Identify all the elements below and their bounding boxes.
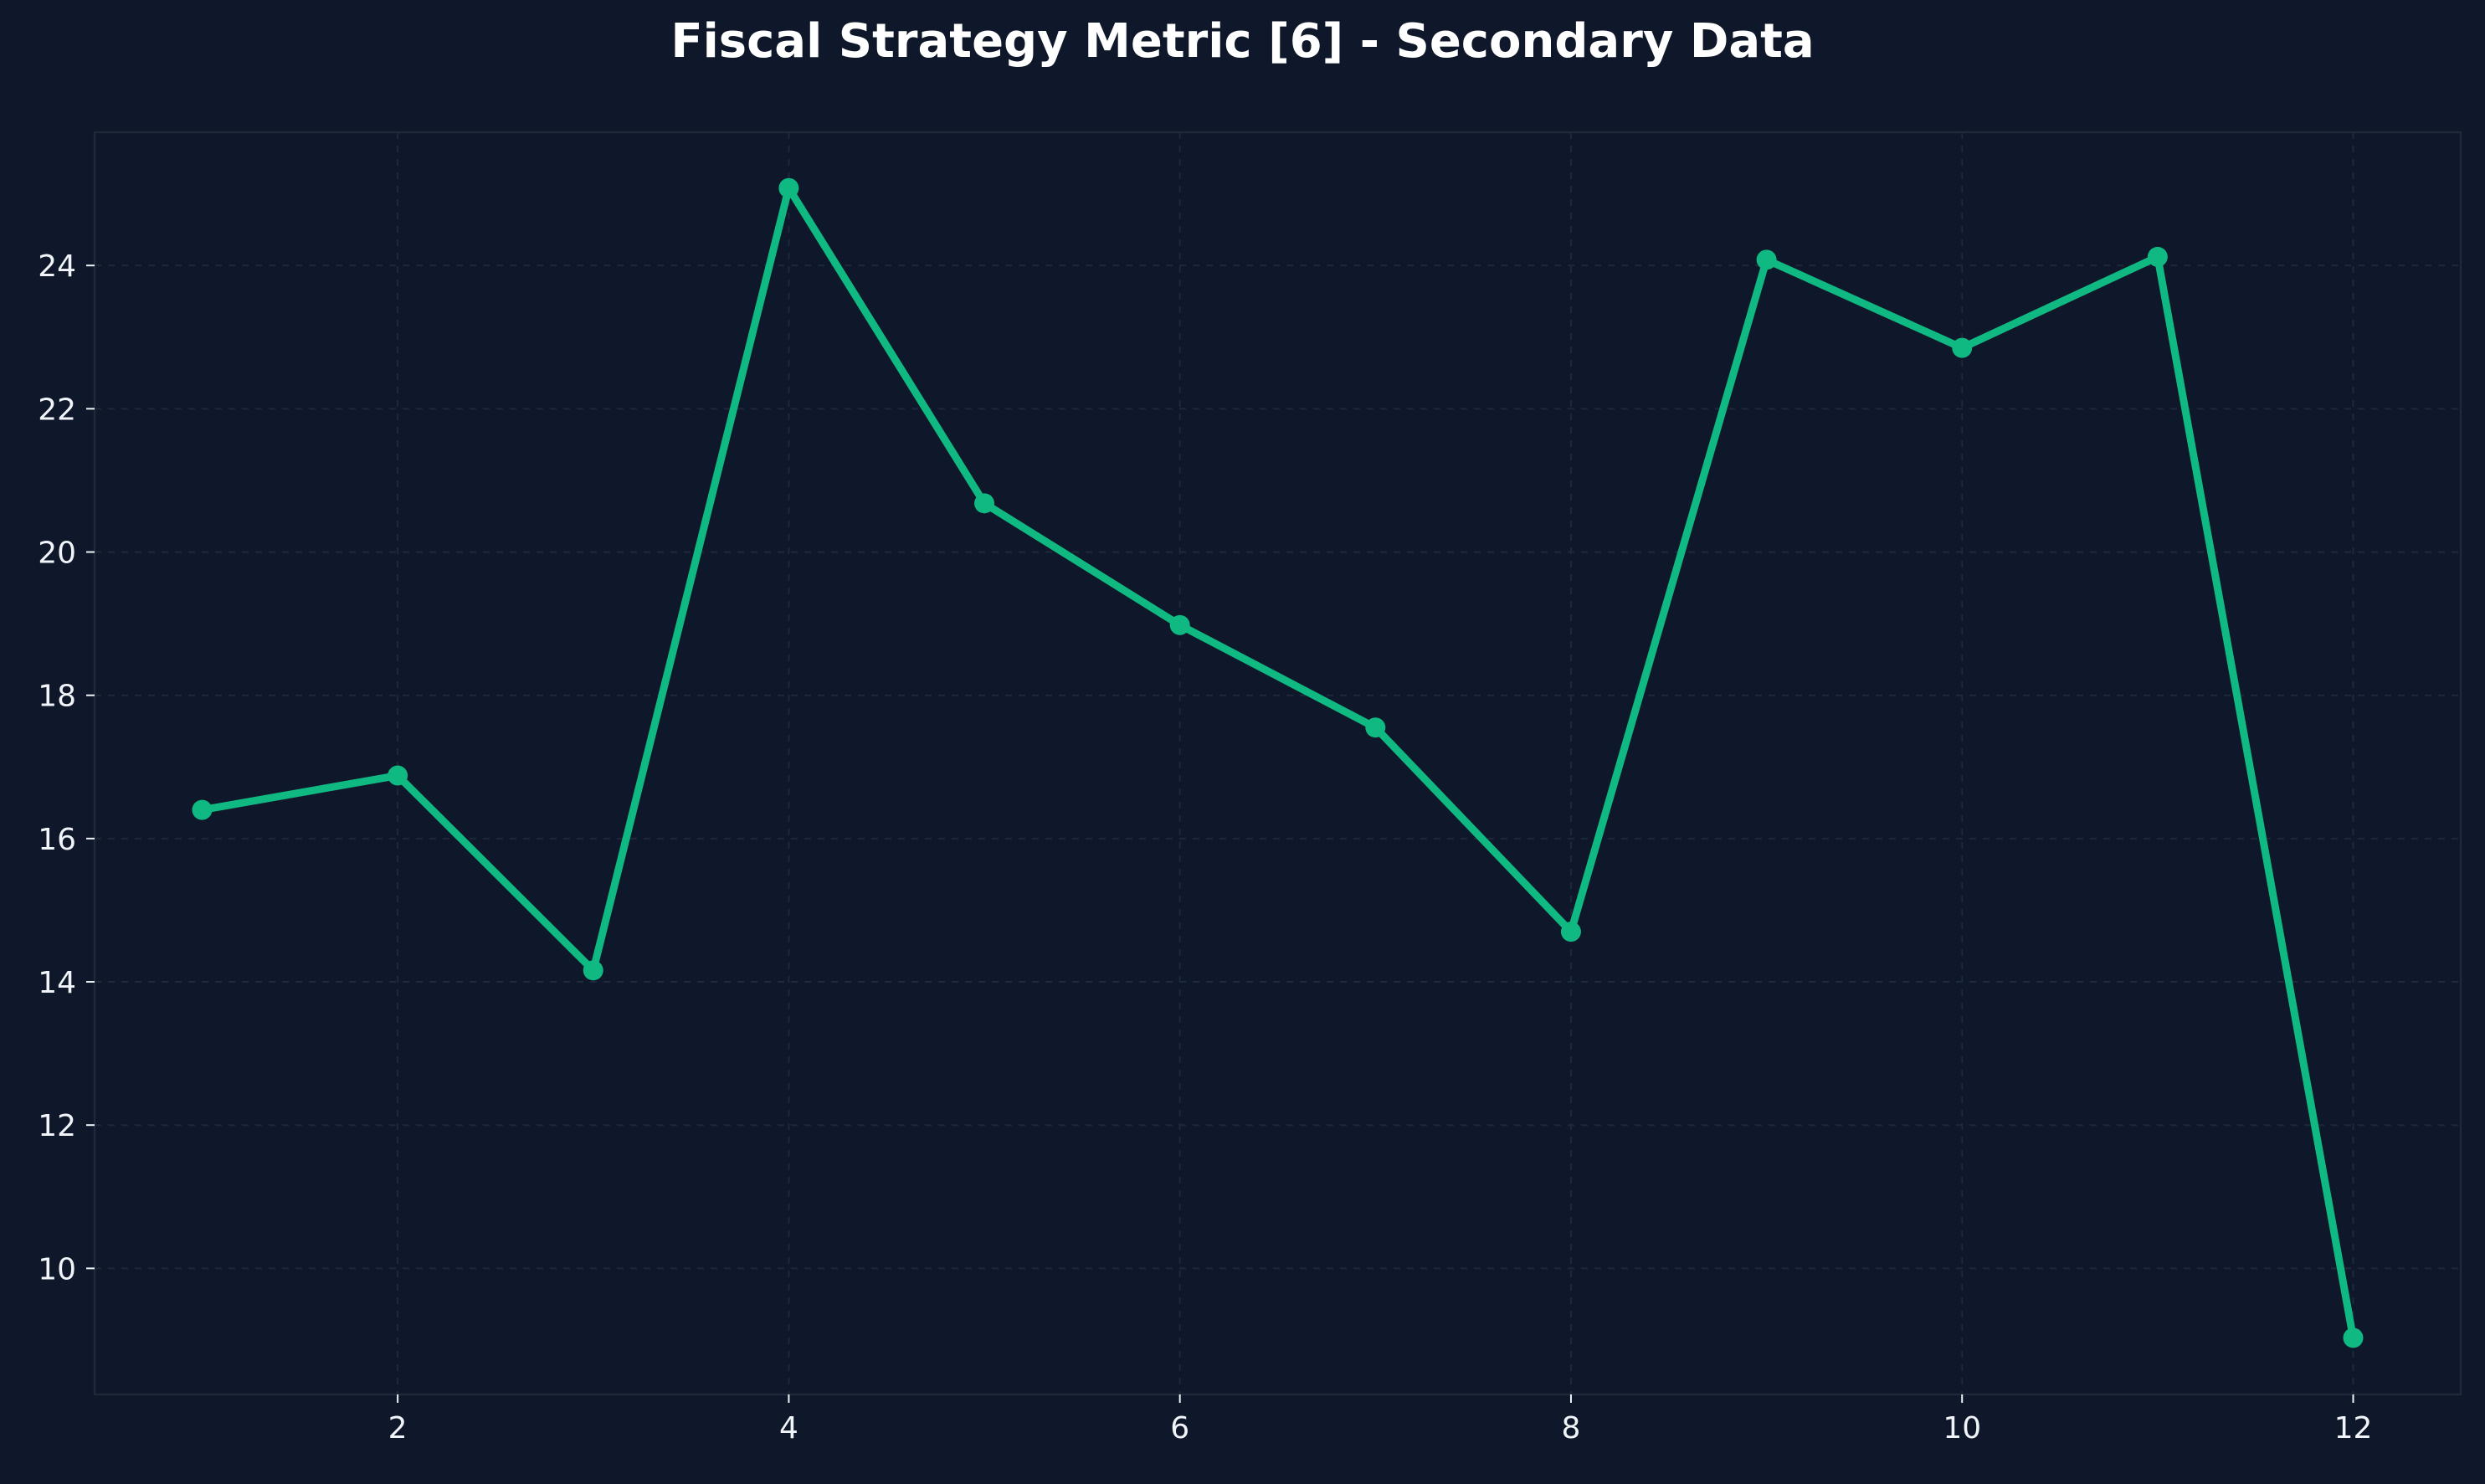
series-line <box>198 184 2357 1342</box>
data-point <box>1560 922 1581 942</box>
y-tick-label: 12 <box>38 1109 76 1143</box>
data-point <box>2147 246 2168 267</box>
data-point <box>1365 717 1386 738</box>
data-point <box>2343 1327 2364 1348</box>
y-tick-label: 24 <box>38 249 76 284</box>
x-tick-label: 6 <box>1170 1411 1189 1445</box>
x-tick-label: 12 <box>2334 1411 2373 1445</box>
x-tick-label: 2 <box>388 1411 408 1445</box>
x-tick-label: 8 <box>1562 1411 1581 1445</box>
x-axis-ticks: 2 4 6 8 10 12 <box>388 1394 2373 1445</box>
data-point <box>583 960 603 981</box>
data-point <box>974 493 995 514</box>
y-tick-label: 20 <box>38 537 76 571</box>
data-point <box>1756 249 1777 270</box>
y-tick-label: 18 <box>38 680 76 714</box>
y-tick-label: 14 <box>38 966 76 1000</box>
data-point <box>192 799 213 820</box>
x-tick-label: 4 <box>779 1411 798 1445</box>
x-tick-label: 10 <box>1943 1411 1981 1445</box>
data-point <box>778 177 799 198</box>
y-tick-label: 10 <box>38 1252 76 1286</box>
series-group <box>192 177 2364 1348</box>
chart-title: Fiscal Strategy Metric [6] - Secondary D… <box>670 14 1814 69</box>
plot-frame <box>93 131 2462 1396</box>
data-point <box>1952 337 1973 358</box>
grid-lines <box>95 132 2461 1394</box>
y-axis-ticks: 10 12 14 16 18 20 22 24 <box>38 249 95 1286</box>
data-point <box>388 765 408 786</box>
data-point <box>1169 614 1190 635</box>
y-tick-label: 16 <box>38 823 76 857</box>
y-tick-label: 22 <box>38 393 76 427</box>
